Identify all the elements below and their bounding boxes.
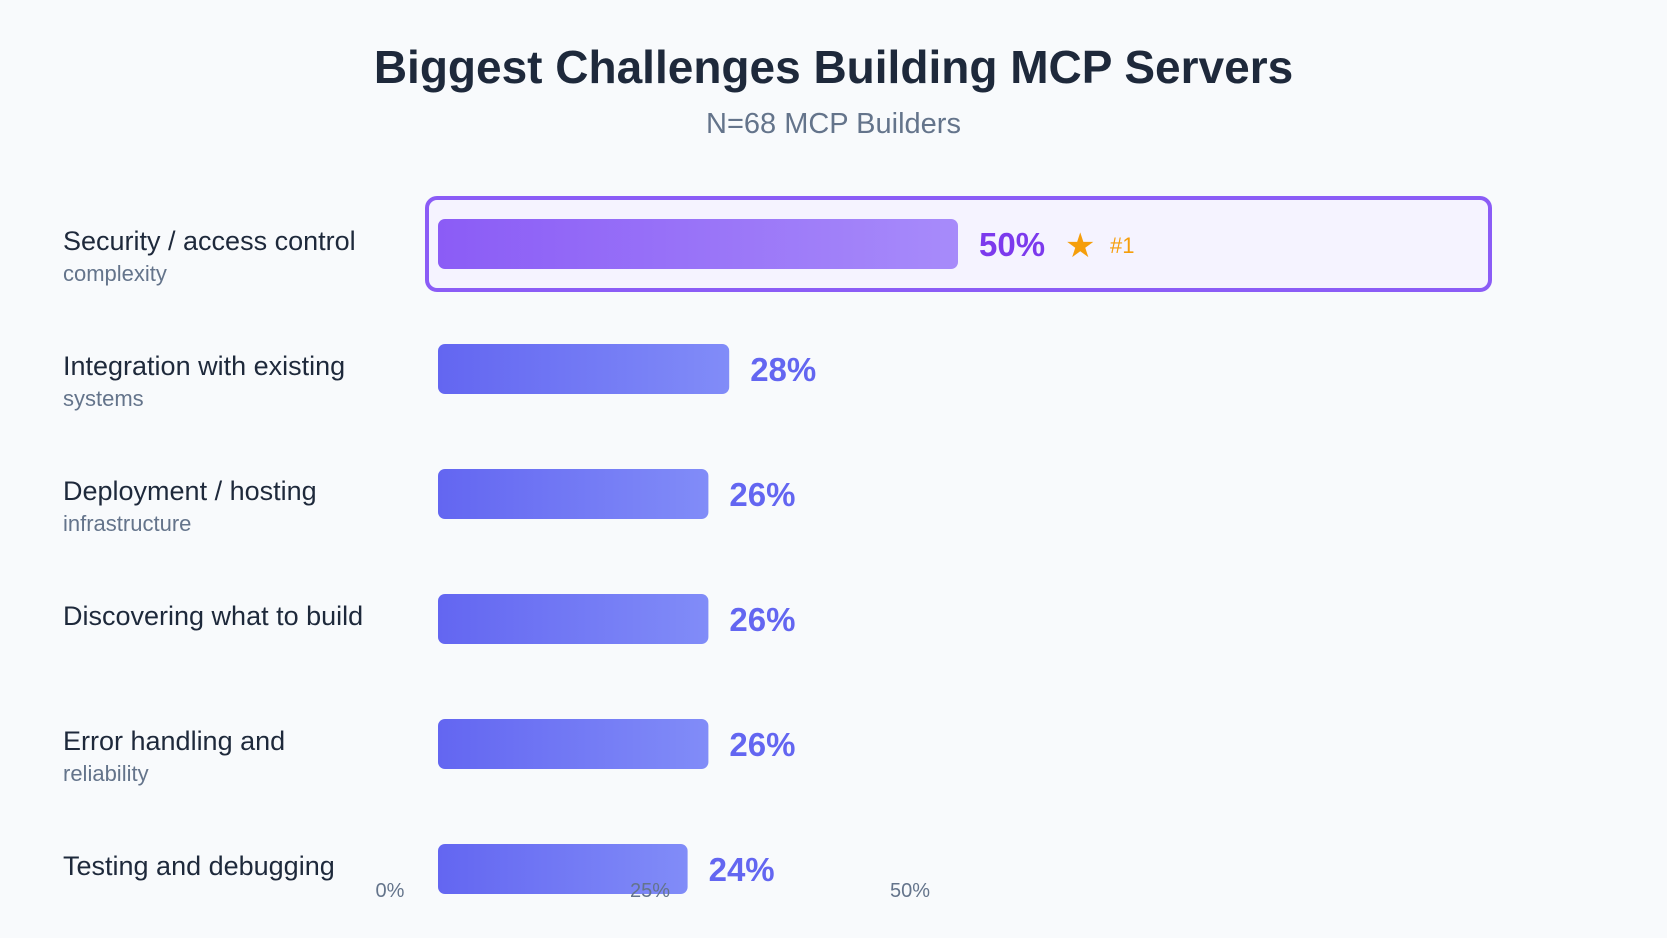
bar [438, 719, 709, 769]
x-tick-label: 50% [890, 880, 930, 902]
category-label: Deployment / hosting [63, 476, 317, 506]
bar [438, 844, 688, 894]
category-sublabel: infrastructure [63, 511, 191, 536]
category-label: Discovering what to build [63, 601, 363, 631]
chart-title: Biggest Challenges Building MCP Servers [373, 41, 1294, 93]
star-icon: ★ [1065, 226, 1095, 266]
chart-subtitle: N=68 MCP Builders [706, 108, 961, 140]
x-tick-label: 25% [630, 880, 670, 902]
value-label: 26% [729, 601, 795, 638]
value-label: 24% [709, 851, 775, 888]
bar [438, 219, 958, 269]
value-label: 26% [729, 726, 795, 763]
bar [438, 469, 709, 519]
value-label: 26% [729, 476, 795, 513]
category-label: Security / access control [63, 226, 356, 256]
category-label: Testing and debugging [63, 851, 335, 881]
bar [438, 344, 730, 394]
value-label: 28% [750, 351, 816, 388]
category-sublabel: systems [63, 386, 144, 411]
x-tick-label: 0% [376, 880, 405, 902]
category-label: Integration with existing [63, 351, 345, 381]
category-sublabel: reliability [63, 761, 149, 786]
bar [438, 594, 709, 644]
value-label: 50% [979, 226, 1045, 263]
category-label: Error handling and [63, 726, 285, 756]
rank-label: #1 [1110, 233, 1134, 258]
category-sublabel: complexity [63, 261, 167, 286]
